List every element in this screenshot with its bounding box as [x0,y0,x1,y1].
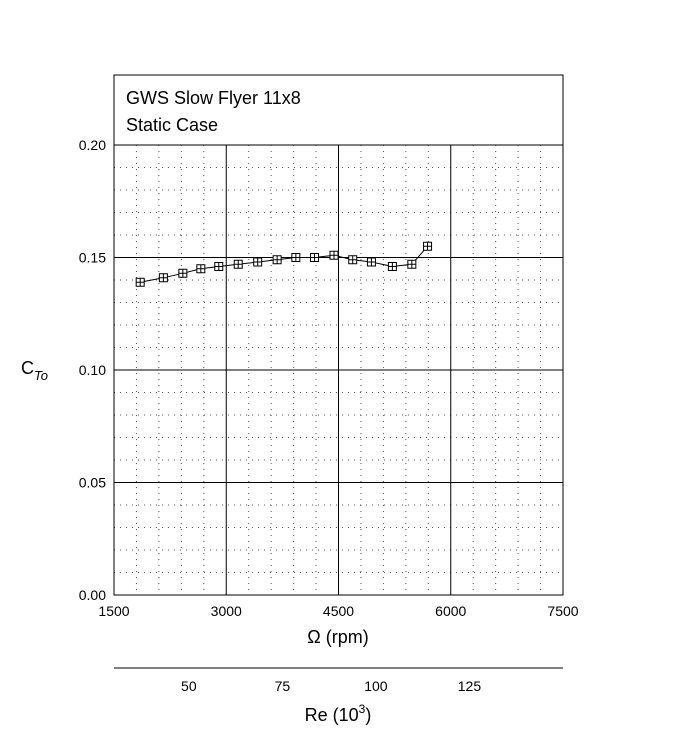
secondary-x-tick-labels: 50 75 100 125 [181,678,481,694]
x-tick-label: 6000 [435,603,466,619]
secondary-x-axis-label-end: ) [365,705,371,725]
x-tick-label: 3000 [211,603,242,619]
x-tick-label: 7500 [547,603,578,619]
y-tick-label: 0.10 [79,362,106,378]
x-tick-label: 4500 [323,603,354,619]
major-grid [114,145,563,595]
data-point [387,262,397,271]
title-box [113,74,564,146]
data-point [423,241,433,251]
x-tick-label: 1500 [98,603,129,619]
data-point [366,257,376,267]
data-point [253,257,263,267]
data-point [214,262,224,271]
y-tick-labels: 0.00 0.05 0.10 0.15 0.20 [79,137,106,603]
y-tick-label: 0.00 [79,587,106,603]
data-point [291,253,301,262]
data-point [272,255,282,265]
y-axis-label-sub: To [34,368,48,383]
series-line [140,245,428,283]
secondary-x-tick-label: 75 [275,678,291,694]
x-tick-labels: 1500 3000 4500 6000 7500 [98,603,578,619]
data-point [233,259,243,269]
data-point [135,277,145,287]
secondary-x-tick-label: 125 [458,678,482,694]
data-point [310,253,320,262]
secondary-x-axis-label-sup: 3 [359,702,366,716]
y-axis-label: CTo [21,358,48,383]
secondary-x-axis-label: Re (103) [305,702,372,725]
y-tick-label: 0.15 [79,250,106,266]
data-point [348,255,358,265]
y-axis-label-main: C [21,358,34,378]
y-tick-label: 0.20 [79,137,106,153]
x-axis-label: Ω (rpm) [307,627,368,647]
data-point [407,259,417,269]
data-point [196,264,206,274]
secondary-x-axis-label-main: Re (10 [305,705,359,725]
secondary-x-tick-label: 50 [181,678,197,694]
data-point [158,273,168,283]
plot-frame [113,144,564,596]
chart-title-line-1: GWS Slow Flyer 11x8 [126,88,301,108]
y-tick-label: 0.05 [79,475,106,491]
data-point [178,268,188,278]
chart-title-line-2: Static Case [126,115,218,135]
series-markers [135,241,433,287]
data-point [329,250,339,260]
secondary-x-tick-label: 100 [364,678,388,694]
